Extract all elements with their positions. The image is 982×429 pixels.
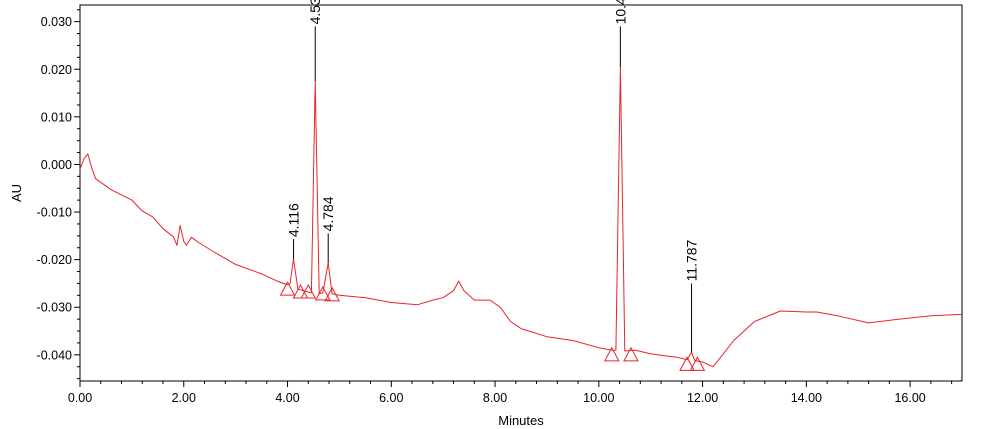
integration-marker — [623, 346, 639, 362]
peak-retention-label: 11.787 — [684, 239, 700, 281]
integration-marker — [689, 356, 706, 371]
y-tick-label: 0.010 — [41, 110, 72, 124]
integration-marker — [300, 283, 317, 299]
chromatogram-trace — [79, 66, 963, 368]
integration-marker — [279, 281, 296, 296]
integration-marker — [603, 346, 620, 362]
y-tick-label: 0.000 — [41, 158, 72, 172]
x-tick-label: 2.00 — [172, 391, 196, 405]
x-tick-label: 0.00 — [68, 391, 92, 405]
peak-retention-label: 4.534 — [307, 0, 323, 24]
peak-labels: 4.116 4.534 4.784 10.415 11.787 — [286, 0, 700, 353]
y-tick-label: -0.030 — [37, 301, 72, 315]
integration-markers — [279, 281, 706, 371]
integration-marker — [324, 286, 340, 302]
y-axis-title: AU — [9, 184, 24, 202]
y-tick-label: 0.030 — [41, 15, 72, 29]
axes: 0.00 2.00 4.00 6.00 8.00 10.00 12.00 14.00 16.00… — [37, 4, 963, 405]
integration-marker — [679, 356, 695, 371]
x-tick-label: 10.00 — [583, 391, 614, 405]
trace-area — [79, 66, 963, 368]
peak-retention-label: 4.784 — [320, 196, 336, 231]
y-tick-label: -0.020 — [37, 253, 72, 267]
peak-retention-label: 10.415 — [612, 0, 628, 24]
x-axis-title: Minutes — [498, 413, 544, 428]
y-tick-label: 0.020 — [41, 63, 72, 77]
x-tick-label: 6.00 — [379, 391, 403, 405]
y-tick-label: -0.040 — [37, 348, 72, 362]
integration-marker — [292, 283, 309, 299]
peak-retention-label: 4.116 — [286, 203, 302, 237]
x-tick-label: 12.00 — [687, 391, 718, 405]
x-tick-label: 4.00 — [275, 391, 299, 405]
y-tick-label: -0.010 — [37, 206, 72, 220]
integration-marker — [314, 285, 331, 301]
x-tick-label: 16.00 — [894, 391, 925, 405]
plot-frame — [79, 4, 963, 382]
x-tick-label: 14.00 — [791, 391, 822, 405]
x-tick-label: 8.00 — [483, 391, 507, 405]
